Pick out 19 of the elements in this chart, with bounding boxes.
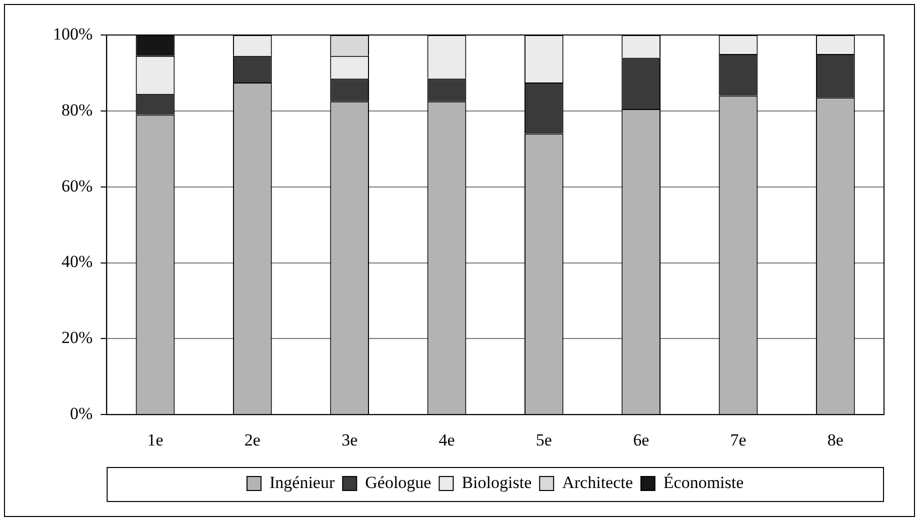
x-tick-label: 5e [536,430,552,450]
y-tick-label: 60% [61,176,93,196]
x-tick-label: 3e [342,430,358,450]
legend-label: Géologue [365,472,432,492]
legend-label: Architecte [562,472,633,492]
legend-label: Ingénieur [269,472,335,492]
x-tick-label: 4e [438,430,455,450]
y-tick-label: 80% [61,100,93,120]
x-tick-label: 2e [244,430,260,450]
legend-label: Économiste [663,472,744,492]
y-tick-label: 0% [70,404,93,424]
y-tick-label: 40% [61,252,93,272]
x-tick-label: 8e [827,430,844,450]
y-tick-label: 100% [52,24,93,44]
legend-label: Biologiste [462,472,532,492]
x-tick-label: 1e [147,430,164,450]
x-tick-label: 7e [730,430,746,450]
y-tick-label: 20% [61,328,93,348]
x-tick-label: 6e [633,430,650,450]
